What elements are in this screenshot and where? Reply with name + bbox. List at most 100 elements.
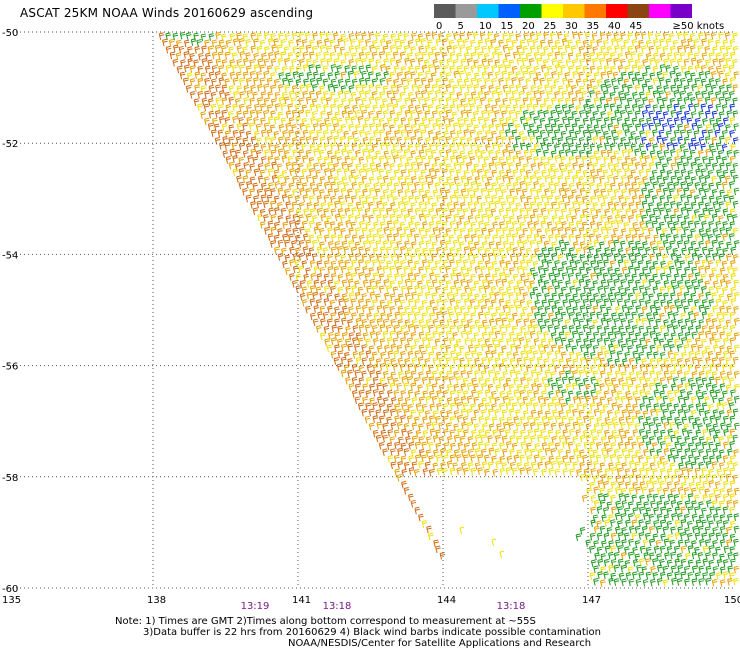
wind-barb (511, 467, 518, 476)
wind-barb (309, 208, 316, 216)
wind-barb (256, 200, 263, 209)
wind-barb (282, 260, 288, 269)
wind-barb (515, 227, 522, 235)
wind-barb (729, 51, 736, 60)
wind-barb (655, 332, 662, 340)
wind-barb (320, 202, 327, 210)
wind-barb (217, 129, 224, 138)
wind-barb (532, 402, 539, 410)
wind-barb (474, 148, 481, 157)
wind-barb (431, 110, 438, 119)
wind-barb (442, 195, 448, 204)
wind-barb (626, 123, 633, 132)
wind-barb (243, 85, 250, 93)
wind-barb (481, 293, 488, 302)
wind-barb (431, 292, 437, 301)
wind-barb (176, 65, 183, 74)
wind-barb (620, 513, 626, 521)
wind-barb (708, 143, 715, 152)
wind-barb (316, 273, 323, 281)
wind-barb (404, 175, 410, 184)
wind-barb (382, 214, 389, 222)
wind-barb (515, 304, 521, 313)
wind-barb (393, 259, 400, 268)
wind-barb (645, 416, 652, 424)
wind-barb (340, 343, 347, 352)
wind-barb (236, 45, 243, 53)
wind-barb (666, 507, 672, 516)
wind-barb (655, 161, 661, 170)
wind-barb (624, 364, 630, 372)
wind-barb (463, 103, 469, 111)
wind-barb (590, 351, 596, 360)
wind-barb (287, 52, 294, 60)
legend-swatch (627, 4, 649, 18)
wind-barb (434, 182, 441, 190)
wind-barb (162, 38, 168, 47)
wind-barb (413, 377, 420, 385)
wind-barb (635, 578, 642, 587)
wind-barb (239, 129, 245, 138)
wind-barb (365, 338, 371, 346)
wind-barb (656, 135, 663, 144)
wind-barb (663, 500, 670, 509)
wind-barb (599, 304, 606, 313)
wind-barb (273, 38, 279, 46)
wind-barb (679, 104, 686, 113)
wind-barb (477, 260, 484, 269)
wind-barb (333, 188, 340, 196)
wind-barb (425, 370, 432, 378)
wind-barb (418, 188, 424, 197)
wind-barb (733, 525, 740, 534)
wind-barb (354, 241, 361, 250)
wind-barb (189, 91, 196, 99)
wind-barb (340, 187, 347, 196)
wind-barb (193, 98, 200, 107)
wind-barb (693, 39, 699, 47)
wind-barb (404, 123, 410, 132)
wind-barb (389, 239, 396, 248)
wind-barb (663, 58, 669, 67)
wind-barb (680, 155, 686, 163)
wind-barb (467, 215, 474, 223)
wind-barb (614, 291, 620, 300)
wind-barb (383, 162, 390, 170)
wind-barb (495, 227, 502, 236)
wind-barb (658, 221, 665, 230)
lon-label: 138 (147, 595, 166, 606)
wind-barb (729, 415, 736, 424)
wind-barb (680, 519, 687, 527)
wind-barb (341, 161, 347, 170)
wind-barb (612, 227, 619, 236)
wind-barb (262, 200, 269, 209)
wind-barb (189, 52, 195, 61)
wind-barb (281, 155, 288, 163)
wind-barb (547, 168, 554, 176)
wind-barb (634, 252, 640, 261)
wind-barb (472, 111, 479, 119)
wind-barb (461, 421, 467, 430)
wind-barb (581, 494, 588, 503)
wind-barb (589, 338, 596, 346)
wind-barb (627, 71, 634, 79)
wind-barb (533, 143, 540, 151)
wind-barb (469, 129, 475, 138)
wind-barb (494, 434, 501, 443)
wind-barb (263, 70, 269, 79)
wind-barb (711, 175, 717, 184)
wind-barb (508, 422, 514, 430)
wind-barb (715, 351, 722, 360)
wind-barb (330, 350, 337, 359)
wind-barb (722, 376, 728, 384)
wind-barb (371, 51, 378, 60)
wind-barb (528, 70, 535, 79)
wind-barb (492, 468, 499, 477)
wind-barb (613, 85, 619, 94)
wind-barb (571, 266, 577, 275)
wind-barb (322, 247, 329, 255)
wind-barb (730, 389, 736, 397)
wind-barb (716, 169, 722, 177)
wind-barb (568, 129, 575, 138)
wind-barb (239, 51, 245, 59)
wind-barb (414, 52, 421, 60)
